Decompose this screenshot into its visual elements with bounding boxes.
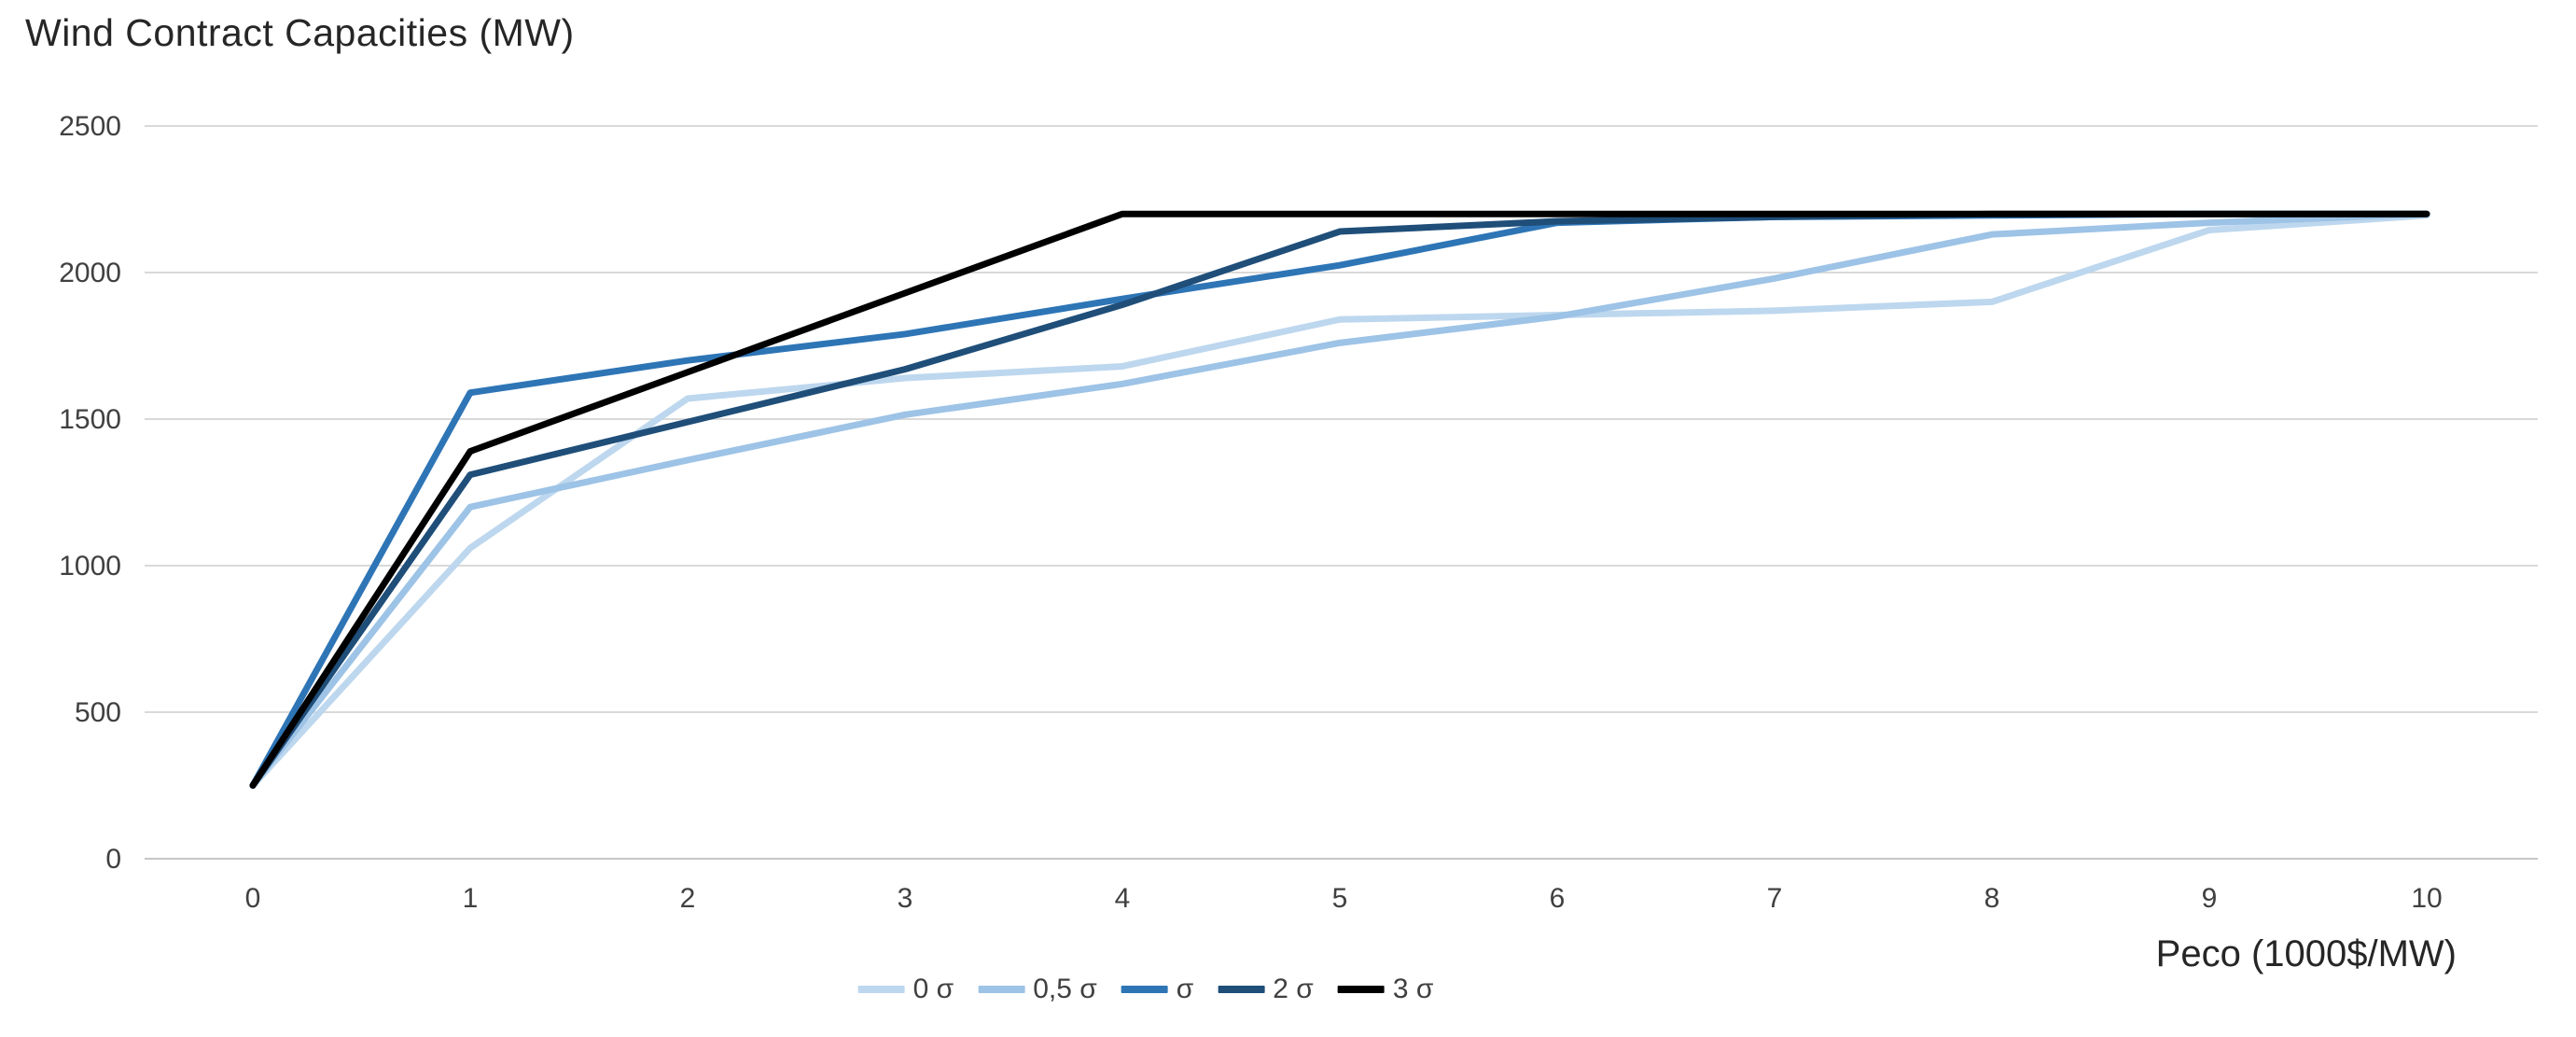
series-line-2	[249, 210, 2430, 789]
y-tick-label: 500	[75, 697, 121, 728]
y-tick-label: 0	[105, 844, 121, 875]
legend-swatch-icon	[978, 986, 1025, 993]
x-tick-label: 10	[2411, 883, 2442, 914]
x-tick-label: 8	[1984, 883, 2000, 914]
series-line-3	[249, 210, 2430, 789]
legend-item-3: 2 σ	[1218, 974, 1314, 1005]
x-tick-label: 7	[1767, 883, 1783, 914]
legend-label: σ	[1176, 974, 1194, 1004]
x-tick-label: 4	[1115, 883, 1131, 914]
legend-swatch-icon	[1121, 986, 1168, 993]
x-tick-label: 3	[898, 883, 913, 914]
legend-swatch-icon	[1337, 986, 1385, 993]
series-line-1	[249, 210, 2430, 789]
chart-title: Wind Contract Capacities (MW)	[25, 11, 575, 54]
legend-label: 0 σ	[912, 974, 954, 1004]
legend-label: 3 σ	[1392, 974, 1434, 1004]
y-tick-label: 2500	[59, 111, 121, 142]
legend-label: 2 σ	[1273, 974, 1314, 1004]
legend-item-0: 0 σ	[857, 974, 954, 1005]
legend-item-2: σ	[1121, 974, 1194, 1005]
y-tick-label: 1500	[59, 404, 121, 435]
y-tick-label: 2000	[59, 258, 121, 288]
legend-swatch-icon	[857, 986, 905, 993]
legend-item-1: 0,5 σ	[978, 974, 1097, 1005]
legend-label: 0,5 σ	[1033, 974, 1097, 1004]
series-line-0	[249, 212, 2430, 789]
x-tick-label: 0	[245, 883, 261, 914]
x-tick-label: 1	[463, 883, 479, 914]
legend-swatch-icon	[1218, 986, 1265, 993]
y-tick-label: 1000	[59, 551, 121, 582]
legend-item-4: 3 σ	[1337, 974, 1434, 1005]
x-tick-label: 9	[2202, 883, 2218, 914]
x-tick-label: 6	[1550, 883, 1566, 914]
series-line-4	[249, 210, 2430, 789]
x-tick-label: 2	[680, 883, 696, 914]
x-axis-title: Peco (1000$/MW)	[2155, 933, 2457, 974]
x-tick-label: 5	[1332, 883, 1348, 914]
legend: 0 σ 0,5 σ σ 2 σ 3 σ	[857, 974, 1434, 1005]
